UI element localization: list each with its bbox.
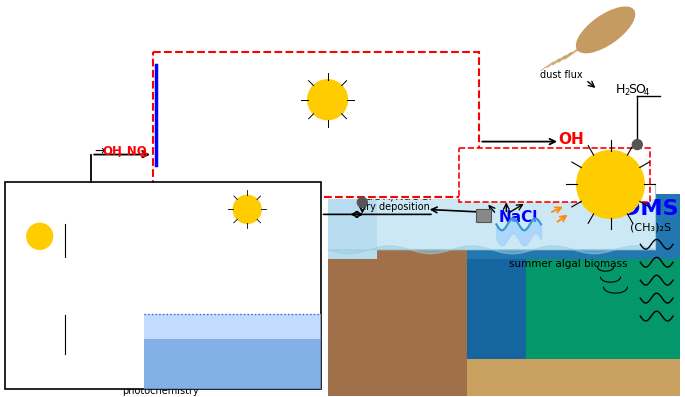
Text: + NO: + NO	[23, 310, 47, 320]
Text: dust flux: dust flux	[540, 70, 582, 80]
Text: H: H	[616, 83, 625, 96]
Text: SO: SO	[559, 158, 573, 168]
Text: O: O	[208, 172, 217, 183]
Circle shape	[632, 140, 643, 150]
Text: +M→: +M→	[160, 191, 183, 200]
Text: long-rang: long-rang	[10, 200, 53, 209]
Text: hv: hv	[252, 95, 264, 105]
Text: + HCl: + HCl	[564, 177, 595, 187]
Text: 2: 2	[156, 195, 160, 201]
Polygon shape	[327, 195, 680, 259]
Text: OH: OH	[558, 132, 584, 147]
Text: NaOH/NaOCl: NaOH/NaOCl	[358, 190, 432, 203]
Text: 2: 2	[139, 150, 145, 159]
Polygon shape	[327, 359, 680, 396]
Text: air: air	[293, 304, 305, 314]
Polygon shape	[327, 179, 466, 396]
Text: 2: 2	[509, 161, 514, 170]
Text: +M: +M	[199, 191, 214, 200]
Polygon shape	[526, 259, 680, 359]
Text: snowpack: snowpack	[136, 376, 185, 386]
Text: summer algal biomass: summer algal biomass	[508, 259, 627, 269]
Text: 2: 2	[214, 73, 219, 82]
Text: 4: 4	[572, 161, 577, 170]
Text: 2: 2	[206, 242, 211, 251]
Text: NO: NO	[174, 339, 188, 349]
Text: flux: flux	[117, 200, 134, 209]
Text: 4: 4	[643, 88, 649, 97]
Text: + M: + M	[297, 172, 323, 183]
Text: NaCl: NaCl	[498, 210, 538, 225]
Text: x: x	[459, 195, 464, 204]
Text: → Na: → Na	[532, 158, 560, 168]
Text: O: O	[188, 191, 195, 200]
Text: +2HCl: +2HCl	[577, 158, 608, 168]
Polygon shape	[144, 314, 321, 389]
Text: O: O	[149, 191, 156, 200]
Text: photochemistry: photochemistry	[123, 386, 199, 396]
FancyBboxPatch shape	[5, 183, 321, 389]
Text: + M → ClO: + M → ClO	[221, 172, 284, 183]
Text: DMS: DMS	[622, 199, 678, 220]
Text: 3: 3	[559, 181, 564, 190]
Text: stratospheric: stratospheric	[154, 191, 214, 200]
Text: hv: hv	[77, 272, 87, 281]
Text: photoysis: photoysis	[552, 152, 599, 162]
Polygon shape	[327, 185, 655, 199]
Text: HCl: HCl	[149, 349, 170, 359]
Circle shape	[27, 224, 53, 249]
Circle shape	[308, 80, 347, 119]
FancyBboxPatch shape	[153, 52, 480, 197]
Polygon shape	[327, 185, 655, 249]
Text: 3: 3	[292, 176, 297, 185]
Text: NO + Cl: NO + Cl	[233, 115, 283, 128]
Ellipse shape	[576, 6, 635, 53]
Text: , NO: , NO	[118, 145, 147, 158]
Text: NO: NO	[192, 238, 211, 248]
Text: hv: hv	[184, 227, 194, 236]
Text: ←: ←	[69, 271, 80, 284]
Text: HNO: HNO	[88, 275, 108, 284]
Text: 2: 2	[186, 343, 190, 349]
Polygon shape	[327, 185, 377, 259]
Text: HONO + O: HONO + O	[10, 275, 58, 284]
Text: NO + O: NO + O	[149, 207, 183, 216]
Text: OH: OH	[201, 143, 219, 152]
Circle shape	[234, 195, 261, 224]
Text: SO: SO	[628, 83, 646, 96]
Text: 3: 3	[195, 195, 199, 201]
Text: 2: 2	[625, 88, 630, 97]
Text: 3: 3	[106, 278, 111, 284]
Text: NaCl +: NaCl +	[161, 143, 203, 152]
Text: 3: 3	[217, 176, 223, 185]
Text: NO: NO	[201, 70, 219, 80]
Text: dry deposition: dry deposition	[360, 202, 430, 212]
Text: OH: OH	[10, 310, 24, 320]
Circle shape	[358, 197, 367, 207]
Text: →Cl + NaOH: →Cl + NaOH	[221, 143, 289, 152]
Text: 4: 4	[527, 161, 532, 170]
Text: , O: , O	[144, 145, 163, 158]
Circle shape	[577, 150, 645, 218]
Text: tropospheric: tropospheric	[10, 210, 67, 219]
Text: hv: hv	[68, 242, 78, 251]
Polygon shape	[477, 209, 491, 222]
Text: OH: OH	[102, 145, 122, 158]
Polygon shape	[144, 339, 321, 389]
Text: transport: transport	[10, 220, 52, 229]
Text: 2NaCl + H: 2NaCl + H	[462, 158, 512, 168]
Text: (CH₃)₂S: (CH₃)₂S	[630, 222, 671, 232]
Text: SO: SO	[514, 158, 528, 168]
Text: NaCl + HNO: NaCl + HNO	[462, 177, 521, 187]
Text: → diffusion: → diffusion	[190, 339, 240, 349]
Text: 3: 3	[157, 150, 163, 159]
Text: 2: 2	[554, 161, 559, 170]
Text: 3: 3	[515, 181, 520, 190]
Text: snow: snow	[293, 316, 316, 326]
Text: → NOCl + NaNO: → NOCl + NaNO	[219, 70, 308, 80]
Text: NaCl +: NaCl +	[161, 70, 203, 80]
Text: 3: 3	[338, 73, 343, 82]
FancyBboxPatch shape	[459, 148, 650, 202]
Text: →: →	[95, 145, 105, 158]
